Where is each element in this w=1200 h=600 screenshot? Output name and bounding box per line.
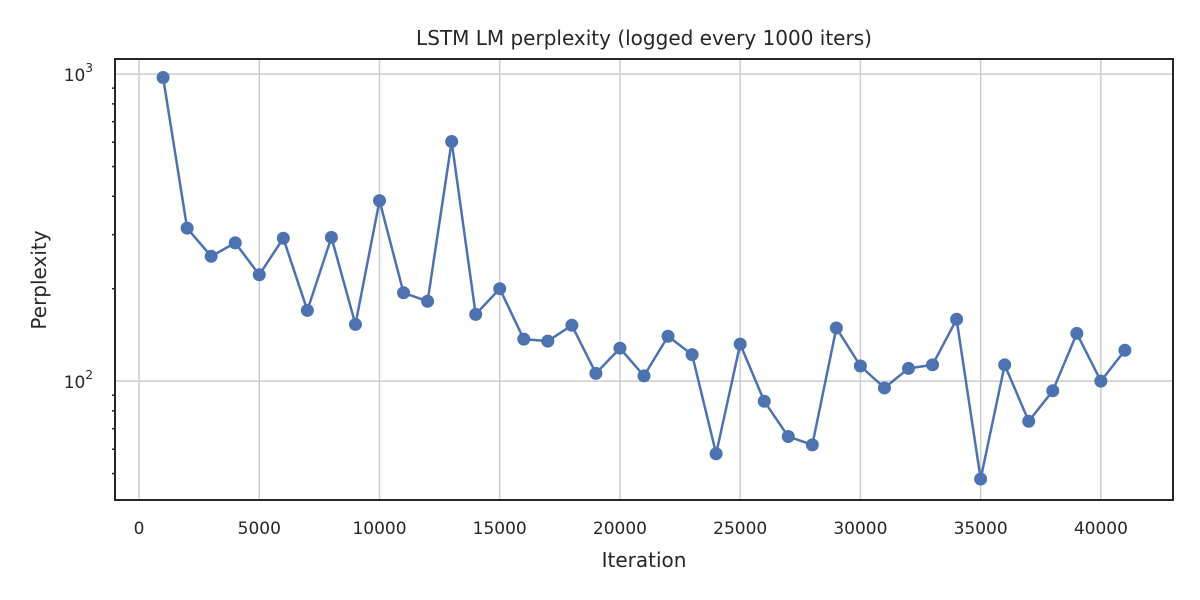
data-point: [373, 194, 386, 208]
grid-lines: [115, 59, 1173, 500]
data-point: [517, 332, 531, 346]
data-point: [1094, 374, 1108, 388]
data-point: [397, 286, 411, 300]
data-point: [445, 135, 459, 149]
data-point: [950, 312, 964, 326]
data-point: [781, 430, 795, 444]
data-point: [974, 472, 988, 486]
data-point: [685, 348, 699, 362]
data-point: [637, 369, 651, 383]
data-point: [204, 249, 218, 263]
data-point: [180, 221, 194, 235]
x-tick-label: 0: [134, 519, 145, 539]
data-point: [877, 381, 891, 395]
y-axis-label: Perplexity: [27, 230, 51, 329]
x-tick-label: 25000: [713, 519, 767, 539]
data-point: [1070, 326, 1084, 340]
data-point: [709, 447, 723, 461]
data-point: [805, 438, 819, 452]
chart-title: LSTM LM perplexity (logged every 1000 it…: [416, 26, 872, 50]
data-point: [902, 361, 915, 375]
data-point: [1118, 343, 1132, 357]
y-tick-label: 102: [64, 368, 93, 393]
data-point: [1022, 414, 1036, 428]
x-tick-label: 5000: [238, 519, 281, 539]
plot-frame: [114, 58, 1174, 501]
data-point: [348, 317, 362, 331]
data-point: [1046, 384, 1060, 398]
data-point: [613, 341, 627, 355]
data-point: [156, 70, 170, 84]
data-point: [252, 268, 266, 282]
x-tick-label: 15000: [473, 519, 527, 539]
x-tick-label: 35000: [954, 519, 1008, 539]
y-tick-label: 103: [64, 61, 93, 86]
data-point: [829, 321, 843, 335]
data-point: [493, 282, 507, 296]
data-point: [421, 294, 435, 308]
data-point: [998, 358, 1012, 372]
data-point: [541, 334, 555, 348]
data-point: [469, 307, 483, 321]
data-point: [324, 230, 338, 244]
data-point: [565, 318, 579, 332]
data-point: [757, 394, 771, 408]
data-point: [228, 236, 242, 250]
data-point: [276, 231, 290, 245]
x-tick-label: 10000: [352, 519, 406, 539]
data-point: [589, 366, 603, 380]
data-point: [733, 337, 747, 351]
data-point: [853, 359, 867, 373]
data-point: [926, 358, 940, 372]
series-layer: [156, 70, 1132, 486]
data-point: [661, 329, 675, 343]
x-tick-label: 30000: [833, 519, 887, 539]
axis-ticks: 0 5000 10000 15000 20000 25000 30000 35000 40000…: [64, 61, 1128, 539]
x-tick-label: 40000: [1074, 519, 1128, 539]
data-point: [300, 303, 314, 317]
x-tick-label: 20000: [593, 519, 647, 539]
x-axis-label: Iteration: [602, 548, 687, 572]
